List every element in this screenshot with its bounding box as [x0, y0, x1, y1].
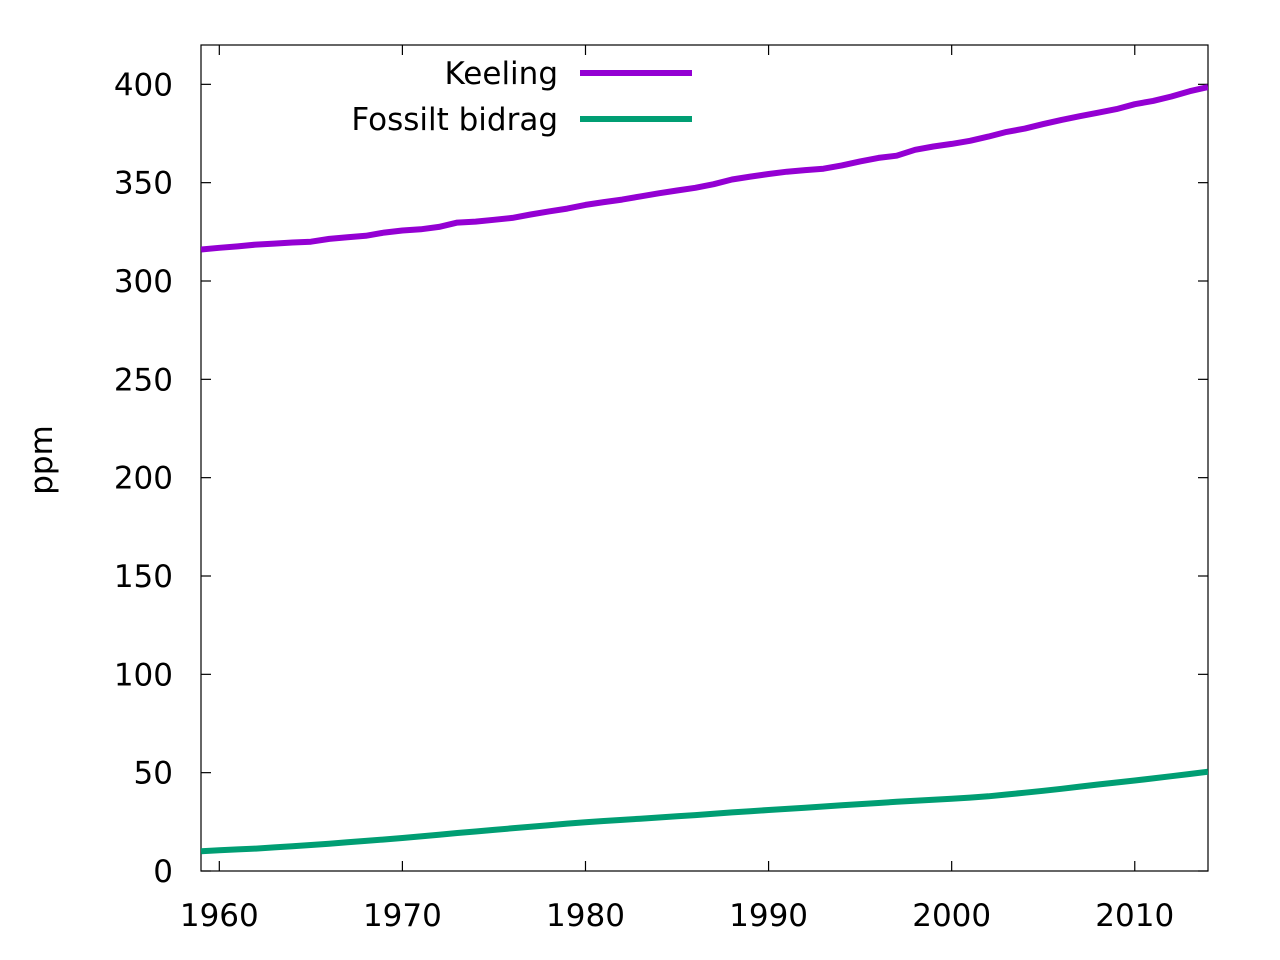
series-lines: [201, 84, 1208, 855]
y-tick-label: 200: [114, 461, 173, 497]
x-tick-label: 1990: [729, 898, 808, 934]
x-tick-label: 1960: [180, 898, 259, 934]
plot-border: [200, 44, 1209, 872]
x-tick-label: 1970: [363, 898, 442, 934]
x-tick-label: 2000: [912, 898, 991, 934]
plot-frame: [200, 44, 1209, 872]
y-tick-label: 300: [114, 264, 173, 300]
legend-label: Keeling: [445, 56, 558, 92]
y-tick-label: 250: [114, 362, 173, 398]
axis-ticks: 0 50 100 150 200 250 300 350 400 1960 1970 1980 1990…: [114, 45, 1208, 934]
y-tick-label: 350: [114, 166, 173, 202]
y-tick-label: 400: [114, 67, 173, 103]
y-tick-label: 150: [114, 559, 173, 595]
x-tick-label: 1980: [546, 898, 625, 934]
series-line-keeling: [201, 84, 1208, 253]
legend-label: Fossilt bidrag: [351, 102, 558, 138]
legend: Keeling Fossilt bidrag: [351, 56, 692, 138]
y-tick-label: 0: [153, 854, 173, 890]
y-tick-label: 50: [134, 756, 173, 792]
y-axis-title: ppm: [24, 425, 60, 495]
y-tick-label: 100: [114, 657, 173, 693]
series-line-fossilt-bidrag: [201, 768, 1208, 855]
x-tick-label: 2010: [1095, 898, 1174, 934]
